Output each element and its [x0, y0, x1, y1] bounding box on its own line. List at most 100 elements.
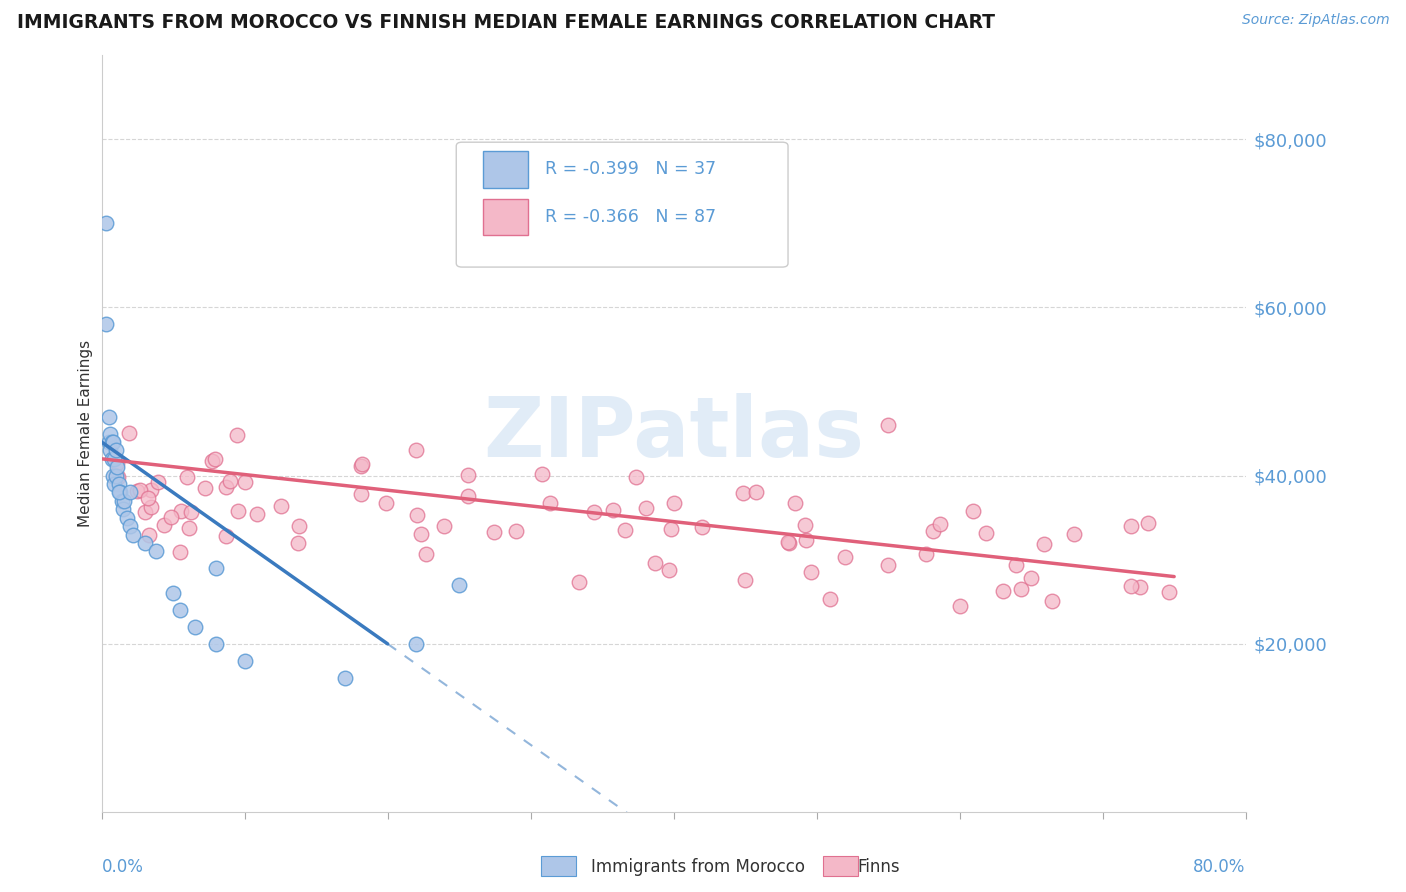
Point	[177, 521, 200, 535]
Point	[97, 409, 120, 424]
Point	[129, 483, 152, 497]
Text: 0.0%: 0.0%	[101, 858, 143, 876]
Point	[658, 563, 681, 577]
Point	[160, 509, 183, 524]
Point	[922, 524, 945, 539]
Text: Immigrants from Morocco: Immigrants from Morocco	[591, 858, 804, 876]
Point	[482, 524, 505, 539]
Point	[794, 533, 817, 547]
Point	[350, 457, 373, 471]
Point	[415, 547, 437, 561]
Point	[644, 556, 666, 570]
Point	[433, 518, 456, 533]
Point	[1121, 519, 1143, 533]
Point	[233, 654, 256, 668]
Point	[974, 525, 997, 540]
Point	[120, 485, 142, 500]
Point	[1137, 516, 1160, 530]
Point	[1005, 558, 1028, 572]
Text: IMMIGRANTS FROM MOROCCO VS FINNISH MEDIAN FEMALE EARNINGS CORRELATION CHART: IMMIGRANTS FROM MOROCCO VS FINNISH MEDIA…	[17, 13, 995, 32]
Point	[614, 523, 637, 537]
Point	[125, 484, 148, 499]
Point	[101, 468, 124, 483]
Point	[662, 496, 685, 510]
Point	[122, 527, 145, 541]
Point	[94, 318, 117, 332]
Point	[505, 524, 527, 539]
Point	[139, 500, 162, 515]
Point	[107, 485, 129, 500]
Point	[104, 443, 127, 458]
Point	[962, 504, 984, 518]
Point	[204, 452, 226, 467]
Bar	[482, 199, 529, 235]
Point	[349, 487, 371, 501]
Point	[205, 637, 228, 651]
Point	[103, 451, 125, 466]
Point	[219, 475, 242, 489]
Point	[270, 499, 292, 513]
Point	[105, 468, 128, 483]
Point	[287, 536, 309, 550]
Point	[1010, 582, 1032, 597]
Point	[457, 489, 479, 503]
Point	[783, 496, 806, 510]
Point	[108, 485, 131, 500]
Point	[602, 503, 624, 517]
Point	[112, 502, 135, 516]
Point	[176, 470, 198, 484]
Point	[214, 480, 236, 494]
Point	[375, 496, 398, 510]
Point	[183, 620, 205, 634]
Point	[333, 671, 356, 685]
Point	[405, 637, 427, 651]
Point	[169, 545, 191, 559]
Point	[180, 505, 202, 519]
Point	[136, 491, 159, 506]
Point	[568, 574, 591, 589]
Point	[246, 507, 269, 521]
Point	[107, 477, 129, 491]
Point	[111, 494, 134, 508]
Point	[800, 565, 823, 579]
Point	[98, 426, 121, 441]
Point	[583, 505, 606, 519]
Point	[914, 547, 936, 561]
Point	[98, 443, 121, 458]
Point	[877, 418, 900, 433]
Bar	[482, 152, 529, 187]
Point	[1032, 537, 1054, 551]
Point	[101, 435, 124, 450]
Point	[201, 453, 224, 467]
Point	[233, 475, 256, 489]
Point	[226, 504, 249, 518]
Point	[1121, 579, 1143, 593]
FancyBboxPatch shape	[457, 142, 787, 267]
Point	[733, 486, 755, 500]
Point	[162, 586, 184, 600]
Text: 80.0%: 80.0%	[1194, 858, 1246, 876]
Point	[141, 483, 163, 497]
Point	[194, 482, 217, 496]
Point	[877, 558, 900, 573]
Point	[949, 599, 972, 614]
Point	[820, 592, 842, 607]
Point	[97, 435, 120, 450]
Point	[538, 495, 561, 509]
Point	[94, 216, 117, 230]
Text: Source: ZipAtlas.com: Source: ZipAtlas.com	[1241, 13, 1389, 28]
Point	[134, 505, 156, 519]
Point	[776, 535, 799, 549]
Point	[100, 435, 122, 450]
Point	[117, 510, 139, 524]
Text: R = -0.399   N = 37: R = -0.399 N = 37	[546, 161, 717, 178]
Point	[659, 522, 682, 536]
Point	[793, 517, 815, 532]
Point	[105, 457, 128, 471]
Point	[153, 518, 176, 533]
Point	[100, 451, 122, 466]
Point	[636, 500, 658, 515]
Point	[624, 469, 647, 483]
Point	[690, 520, 713, 534]
Point	[449, 578, 471, 592]
